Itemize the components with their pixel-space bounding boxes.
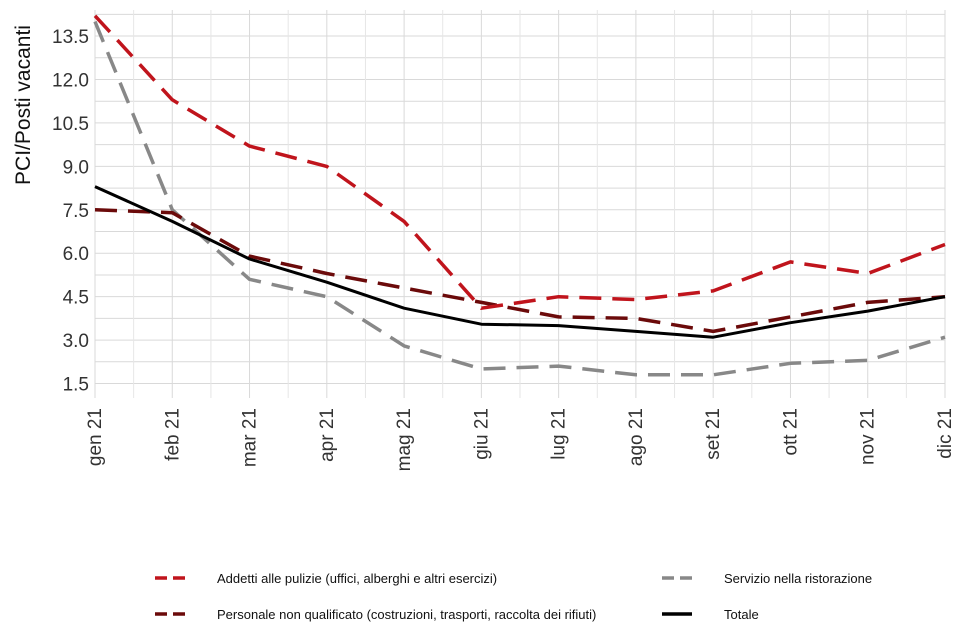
x-tick-label: ago 21 bbox=[626, 408, 647, 466]
y-tick-label: 12.0 bbox=[52, 70, 89, 91]
legend: Addetti alle pulizie (uffici, alberghi e… bbox=[155, 571, 872, 622]
chart-grid bbox=[94, 10, 946, 398]
y-tick-label: 3.0 bbox=[63, 331, 89, 352]
x-tick-label: giu 21 bbox=[471, 408, 492, 460]
x-tick-label: gen 21 bbox=[85, 408, 106, 466]
series-line-3 bbox=[94, 185, 946, 339]
x-tick-label: feb 21 bbox=[162, 408, 183, 461]
legend-label-0: Addetti alle pulizie (uffici, alberghi e… bbox=[217, 571, 497, 586]
series-line-2 bbox=[93, 20, 946, 377]
y-tick-label: 6.0 bbox=[63, 244, 89, 265]
x-tick-label: set 21 bbox=[703, 408, 724, 460]
y-tick-label: 10.5 bbox=[52, 114, 89, 135]
x-tick-label: mag 21 bbox=[394, 408, 415, 471]
y-tick-label: 13.5 bbox=[52, 27, 89, 48]
legend-label-1: Personale non qualificato (costruzioni, … bbox=[217, 607, 596, 622]
y-axis-ticks: 1.5 3.0 4.5 6.0 7.5 9.0 10.5 12.0 13.5 bbox=[52, 27, 89, 395]
x-tick-label: nov 21 bbox=[858, 408, 879, 465]
legend-label-3: Totale bbox=[724, 607, 759, 622]
series-line-1 bbox=[94, 208, 946, 334]
x-tick-label: apr 21 bbox=[317, 408, 338, 462]
y-axis-title: PCI/Posti vacanti bbox=[12, 25, 35, 185]
x-tick-label: ott 21 bbox=[780, 408, 801, 456]
legend-label-2: Servizio nella ristorazione bbox=[724, 571, 872, 586]
y-tick-label: 4.5 bbox=[63, 288, 89, 309]
y-tick-label: 1.5 bbox=[63, 375, 89, 396]
x-axis-ticks: gen 21 feb 21 mar 21 apr 21 mag 21 giu 21 lug … bbox=[85, 408, 955, 471]
y-tick-label: 7.5 bbox=[63, 201, 89, 222]
y-tick-label: 9.0 bbox=[63, 157, 89, 178]
series-line-0 bbox=[93, 14, 946, 310]
x-tick-label: lug 21 bbox=[549, 408, 570, 460]
x-tick-label: dic 21 bbox=[935, 408, 955, 459]
x-tick-label: mar 21 bbox=[240, 408, 261, 467]
series-lines bbox=[93, 14, 946, 377]
